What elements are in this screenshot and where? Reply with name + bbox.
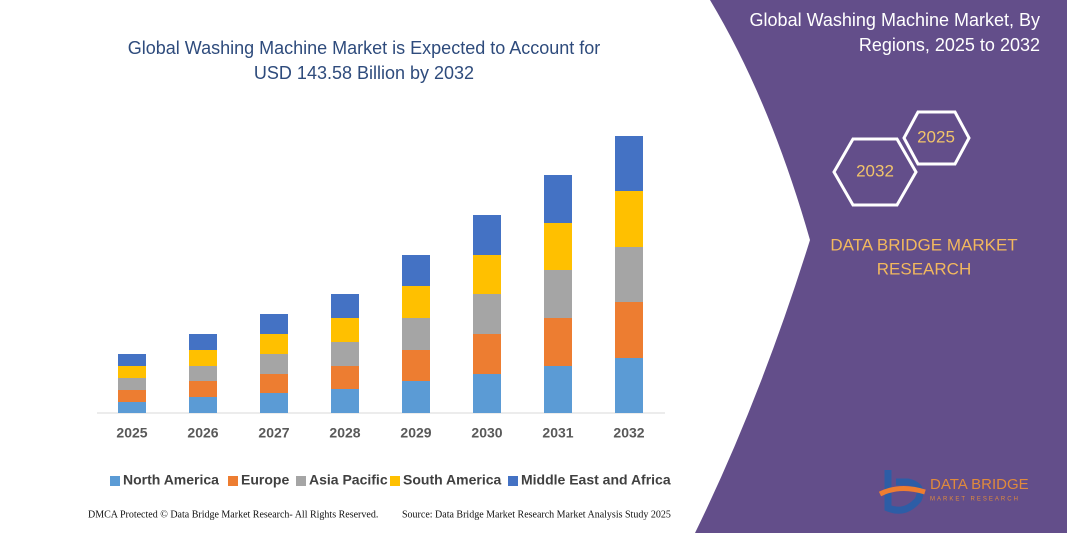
bar-segment — [544, 223, 572, 270]
bar-segment — [473, 334, 501, 374]
bar-segment — [260, 374, 288, 393]
brand-text: DATA BRIDGE MARKET — [830, 235, 1017, 254]
bar-segment — [402, 318, 430, 350]
bar-segment — [189, 397, 217, 413]
x-tick-label: 2029 — [400, 425, 431, 441]
bar-segment — [260, 354, 288, 374]
legend-swatch — [508, 476, 518, 486]
bar-segment — [473, 374, 501, 413]
logo-mark — [878, 486, 926, 497]
legend-label: Asia Pacific — [309, 472, 388, 488]
bar-segment — [402, 381, 430, 413]
x-tick-label: 2027 — [258, 425, 289, 441]
bar-segment — [260, 314, 288, 334]
bar-segment — [615, 191, 643, 247]
bar-segment — [473, 294, 501, 334]
logo-tagline: MARKET RESEARCH — [930, 497, 1020, 503]
bar-segment — [544, 270, 572, 318]
chart-title: Global Washing Machine Market is Expecte… — [128, 38, 601, 58]
bar-segment — [473, 215, 501, 255]
bar-segment — [615, 136, 643, 191]
bar-segment — [473, 255, 501, 294]
hexagon — [832, 137, 918, 207]
x-tick-label: 2028 — [329, 425, 360, 441]
legend-swatch — [296, 476, 306, 486]
copyright: DMCA Protected © Data Bridge Market Rese… — [88, 509, 378, 520]
bar-segment — [402, 255, 430, 286]
source: Source: Data Bridge Market Research Mark… — [402, 509, 671, 520]
bar-segment — [402, 350, 430, 381]
bar-segment — [260, 334, 288, 354]
bar-segment — [331, 294, 359, 318]
legend-swatch — [110, 476, 120, 486]
side-panel — [695, 0, 1067, 533]
legend-swatch — [390, 476, 400, 486]
legend-label: Europe — [241, 472, 289, 488]
bar-segment — [118, 354, 146, 366]
bar-segment — [118, 366, 146, 378]
bar-segment — [189, 366, 217, 381]
hexagon-label: 2032 — [856, 161, 894, 180]
logo: DATA BRIDGE MARKET RESEARCH — [878, 470, 1029, 514]
bar-segment — [331, 366, 359, 389]
hexagon — [902, 110, 971, 166]
bar-segment — [260, 393, 288, 413]
x-tick-label: 2026 — [187, 425, 218, 441]
bar-segment — [615, 358, 643, 413]
brand-text: RESEARCH — [877, 259, 971, 278]
x-tick-label: 2030 — [471, 425, 502, 441]
bar-segment — [118, 402, 146, 413]
bar-segment — [544, 318, 572, 366]
bar-segment — [544, 175, 572, 223]
logo-name: DATA BRIDGE — [930, 476, 1029, 493]
legend-label: South America — [403, 472, 501, 488]
bar-segment — [189, 350, 217, 366]
bar-segment — [331, 318, 359, 342]
bar-segment — [118, 378, 146, 390]
x-tick-label: 2025 — [116, 425, 147, 441]
bar-segment — [189, 334, 217, 350]
panel-title: Global Washing Machine Market, By — [750, 10, 1040, 30]
bar-segment — [615, 302, 643, 358]
bar-segment — [615, 247, 643, 302]
x-tick-label: 2031 — [542, 425, 573, 441]
logo-mark — [884, 470, 924, 514]
legend-swatch — [228, 476, 238, 486]
bar-segment — [402, 286, 430, 318]
bar-segment — [331, 389, 359, 413]
x-tick-label: 2032 — [613, 425, 644, 441]
bar-segment — [189, 381, 217, 397]
bar-segment — [331, 342, 359, 366]
panel-title: Regions, 2025 to 2032 — [859, 35, 1040, 55]
bar-segment — [118, 390, 146, 402]
legend-label: Middle East and Africa — [521, 472, 671, 488]
hexagon-label: 2025 — [917, 127, 955, 146]
legend-label: North America — [123, 472, 219, 488]
bar-segment — [544, 366, 572, 413]
chart-title: USD 143.58 Billion by 2032 — [254, 63, 474, 83]
